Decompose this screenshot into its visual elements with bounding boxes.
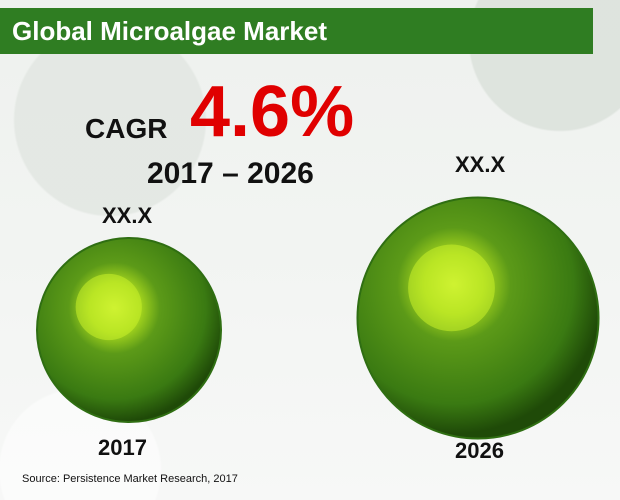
cagr-value: 4.6% xyxy=(190,72,355,152)
data-label-2017: XX.X xyxy=(102,203,153,228)
bubble-core-2026 xyxy=(408,244,495,332)
cagr-label: CAGR xyxy=(85,113,168,144)
title-bar: Global Microalgae Market xyxy=(0,8,593,54)
data-label-2026: XX.X xyxy=(455,152,506,177)
bubble-core-2017 xyxy=(75,273,142,341)
category-label-2017: 2017 xyxy=(98,435,147,460)
source-note: Source: Persistence Market Research, 201… xyxy=(22,473,238,485)
cagr-period: 2017 – 2026 xyxy=(147,157,314,190)
chart-title: Global Microalgae Market xyxy=(12,16,327,46)
category-label-2026: 2026 xyxy=(455,438,504,463)
